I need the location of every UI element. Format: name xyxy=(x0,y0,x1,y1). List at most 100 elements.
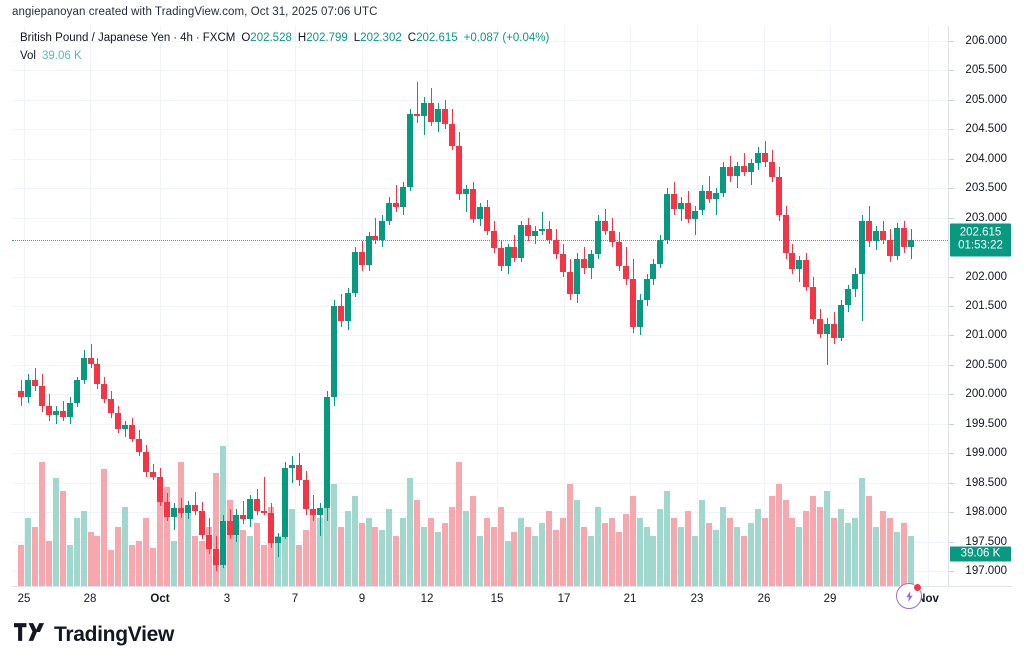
volume-bar xyxy=(643,527,650,586)
volume-bar xyxy=(900,522,907,586)
volume-value-badge: 39.06 K xyxy=(950,546,1011,562)
grid-line-vertical xyxy=(160,26,161,586)
candle-body-up xyxy=(323,397,330,508)
time-axis-label: 7 xyxy=(291,593,299,605)
candle-body-up xyxy=(247,499,254,520)
candle-body-down xyxy=(490,230,497,249)
volume-bar xyxy=(754,509,761,586)
candle-wick xyxy=(542,211,543,236)
candle-body-down xyxy=(414,114,421,117)
price-axis-label: 199.000 xyxy=(965,447,1007,460)
candle-body-up xyxy=(845,289,852,305)
volume-bar xyxy=(379,529,386,586)
candle-body-down xyxy=(831,323,838,339)
candle-body-down xyxy=(803,260,810,288)
candle-wick xyxy=(375,217,376,245)
price-axis-label: 200.000 xyxy=(965,388,1007,401)
volume-bar xyxy=(706,522,713,586)
volume-bar xyxy=(455,461,462,586)
candle-body-up xyxy=(435,108,441,123)
candle-body-down xyxy=(205,534,212,549)
time-axis-label: Oct xyxy=(150,593,170,605)
time-axis-label: 12 xyxy=(420,593,434,605)
volume-bar xyxy=(490,527,497,586)
candle-body-up xyxy=(316,507,323,516)
volume-bar xyxy=(428,518,435,586)
volume-bar xyxy=(184,511,191,586)
candle-body-down xyxy=(268,513,275,543)
volume-bar xyxy=(657,509,664,586)
candle-wick xyxy=(313,494,314,522)
volume-bar xyxy=(803,511,810,586)
candle-body-up xyxy=(719,167,726,193)
volume-bar xyxy=(838,509,845,586)
grid-line-horizontal xyxy=(12,70,948,72)
volume-bar xyxy=(372,527,379,586)
volume-bar xyxy=(254,522,261,586)
candle-wick xyxy=(681,196,682,221)
volume-bar xyxy=(810,495,817,586)
candle-body-up xyxy=(574,258,580,295)
volume-bar xyxy=(664,491,671,586)
candle-body-down xyxy=(337,306,344,321)
price-axis-tick xyxy=(949,541,954,543)
candle-body-up xyxy=(872,230,879,242)
candle-body-down xyxy=(261,511,268,514)
candle-body-up xyxy=(24,379,31,398)
time-axis[interactable]: 25 28 Oct 3 7 9 12 15 17 21 23 26 29 Nov xyxy=(12,586,1012,613)
candle-body-up xyxy=(421,102,428,117)
candle-body-up xyxy=(587,254,594,268)
candle-body-down xyxy=(671,194,678,209)
volume-bar xyxy=(247,536,254,586)
volume-bar xyxy=(907,536,914,586)
candle-body-down xyxy=(608,230,615,243)
footer-brand-name: TradingView xyxy=(54,622,175,646)
grid-line-vertical xyxy=(24,26,25,586)
footer-branding: TradingView xyxy=(14,622,174,647)
lightning-bolt-icon[interactable] xyxy=(896,583,922,609)
candle-body-up xyxy=(219,521,226,566)
volume-bar xyxy=(580,527,587,586)
chart-plot-area[interactable] xyxy=(12,26,948,586)
volume-bar xyxy=(323,500,330,586)
volume-bar xyxy=(358,522,365,586)
candle-body-up xyxy=(532,230,539,237)
candle-body-down xyxy=(441,108,448,125)
candle-body-down xyxy=(768,161,775,178)
volume-bar xyxy=(782,500,789,586)
volume-bar xyxy=(191,536,198,586)
time-axis-label: 17 xyxy=(557,593,571,605)
volume-bar xyxy=(108,549,115,586)
candle-body-up xyxy=(275,537,282,543)
grid-line-horizontal xyxy=(12,129,948,131)
grid-line-vertical xyxy=(362,26,363,586)
price-axis[interactable]: 206.000 205.500 205.000 204.500 204.000 203.5… xyxy=(948,26,1013,586)
candle-body-down xyxy=(108,399,115,414)
candle-wick xyxy=(827,317,828,365)
candle-body-down xyxy=(212,548,219,566)
candle-wick xyxy=(125,420,126,437)
price-axis-label: 201.000 xyxy=(965,329,1007,342)
price-axis-tick xyxy=(949,188,954,190)
candle-body-up xyxy=(52,410,59,416)
volume-bar xyxy=(699,500,706,586)
candle-body-up xyxy=(184,505,191,514)
candle-body-down xyxy=(865,220,872,242)
candle-body-up xyxy=(170,507,177,518)
candle-body-up xyxy=(796,260,803,270)
candle-wick xyxy=(695,205,696,236)
candle-body-down xyxy=(177,507,184,514)
candle-body-up xyxy=(351,251,358,294)
candle-body-up xyxy=(713,192,719,199)
candle-body-down xyxy=(789,252,796,270)
price-axis-label: 201.500 xyxy=(965,300,1007,312)
price-axis-label: 198.000 xyxy=(965,506,1007,519)
candle-body-up xyxy=(893,228,900,256)
candle-body-down xyxy=(45,406,52,416)
candle-body-down xyxy=(198,511,205,535)
candle-body-up xyxy=(233,515,240,535)
grid-line-horizontal xyxy=(12,306,948,307)
volume-bar xyxy=(608,518,615,586)
candle-body-down xyxy=(497,248,504,266)
grid-line-horizontal xyxy=(12,423,948,425)
